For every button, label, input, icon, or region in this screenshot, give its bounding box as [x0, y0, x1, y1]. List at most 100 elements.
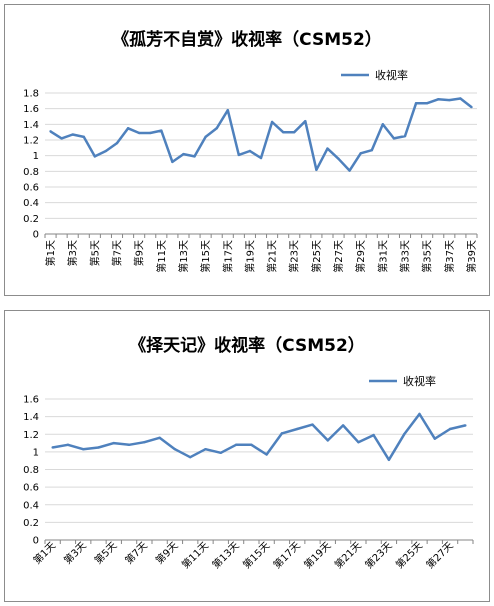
x-tick-label: 第21天: [332, 539, 364, 571]
data-point: [215, 127, 218, 130]
x-tick-label: 第29天: [354, 240, 367, 273]
data-point: [433, 437, 436, 440]
data-point: [315, 168, 318, 171]
y-tick-label: 0: [33, 536, 39, 547]
data-point: [204, 448, 207, 451]
data-point: [259, 156, 263, 160]
data-point: [403, 134, 407, 138]
x-tick-label: 第23天: [362, 539, 394, 571]
data-point: [459, 97, 462, 100]
data-point: [237, 153, 241, 157]
data-point: [280, 432, 284, 435]
data-point: [425, 101, 429, 105]
y-tick-label: 0.8: [23, 465, 39, 476]
data-point: [296, 427, 299, 431]
data-point: [143, 440, 146, 444]
x-tick-label: 第25天: [310, 240, 323, 273]
x-tick-label: 第17天: [270, 539, 302, 571]
y-tick-label: 1.2: [23, 430, 39, 441]
data-point: [448, 427, 452, 431]
y-tick-label: 1: [33, 447, 39, 458]
data-point: [182, 152, 185, 156]
data-point: [126, 127, 130, 130]
data-point: [437, 98, 440, 101]
data-point: [51, 446, 54, 449]
data-point: [470, 105, 473, 109]
data-point: [49, 130, 52, 133]
y-tick-label: 0.4: [23, 198, 39, 209]
x-tick-label: 第19天: [301, 539, 333, 571]
chart-panel-zetian: 《择天记》收视率（CSM52） 0 0.2 0.4 0.6 0.8 1 1.2 1.4 1.6 第…: [4, 310, 490, 602]
data-point: [250, 443, 253, 447]
data-point: [370, 148, 373, 152]
x-tick-label: 第9天: [153, 539, 181, 567]
data-point: [60, 137, 63, 140]
x-tick-label: 第17天: [221, 240, 234, 273]
x-tick-label: 第13天: [177, 240, 190, 273]
data-point: [281, 130, 285, 134]
y-tick-label: 1: [33, 151, 39, 162]
data-point: [381, 123, 385, 126]
data-point: [226, 109, 229, 112]
x-tick-label: 第33天: [399, 240, 412, 273]
x-tick-label: 第7天: [122, 539, 150, 567]
series-line: [52, 412, 466, 462]
x-tick-label: 第25天: [393, 539, 425, 571]
x-tick-label: 第5天: [88, 240, 101, 266]
data-point: [337, 157, 340, 160]
data-point: [112, 441, 115, 445]
y-tick-label: 0.8: [23, 167, 39, 178]
chart-title: 《择天记》收视率（CSM52）: [129, 336, 365, 356]
x-tick-label: 第15天: [240, 539, 272, 571]
x-tick-label: 第7天: [111, 240, 124, 266]
x-tick-label: 第39天: [465, 240, 478, 273]
data-point: [341, 424, 345, 427]
data-point: [104, 149, 108, 153]
legend-label: 收视率: [403, 374, 436, 388]
x-tick-label: 第13天: [209, 539, 241, 571]
x-tick-label: 第27天: [332, 240, 345, 273]
y-tick-label: 1.4: [23, 412, 39, 423]
y-tick-label: 1.6: [23, 104, 39, 115]
y-tick-label: 0.6: [23, 183, 39, 194]
data-point: [71, 133, 74, 136]
data-point: [189, 455, 192, 459]
y-tick-label: 0.4: [23, 500, 39, 511]
data-point: [171, 160, 174, 164]
data-point: [97, 446, 100, 449]
data-point: [357, 440, 360, 444]
data-point: [127, 443, 131, 447]
data-point: [193, 155, 196, 158]
x-tick-label: 第27天: [423, 539, 455, 571]
y-tick-label: 1.8: [23, 89, 39, 100]
data-point: [93, 155, 97, 158]
data-point: [326, 439, 329, 442]
data-point: [293, 130, 296, 134]
data-point: [66, 443, 70, 447]
x-tick-label: 第37天: [443, 240, 456, 273]
data-point: [448, 98, 451, 102]
y-tick-label: 0.2: [23, 214, 39, 225]
y-tick-label: 0.6: [23, 483, 39, 494]
data-point: [160, 129, 163, 132]
data-point: [248, 149, 252, 153]
data-point: [403, 433, 406, 436]
data-point: [270, 120, 274, 124]
x-tick-label: 第21天: [266, 240, 279, 273]
x-tick-label: 第15天: [199, 240, 212, 273]
data-point: [372, 433, 375, 437]
data-point: [82, 448, 85, 451]
data-point: [348, 169, 351, 172]
y-tick-label: 0.2: [23, 518, 39, 529]
x-tick-label: 第3天: [66, 240, 79, 266]
x-tick-label: 第9天: [133, 240, 146, 266]
legend-label: 收视率: [375, 68, 408, 82]
series-line: [49, 97, 473, 172]
data-point: [418, 412, 421, 416]
data-point: [392, 137, 396, 140]
chart-panel-gufang: 《孤芳不自赏》收视率（CSM52） 0 0.2 0.4 0.6 0.8 1 1.2 1.4 1.…: [4, 4, 490, 296]
x-tick-label: 第3天: [61, 539, 89, 567]
data-point: [219, 451, 222, 454]
data-point: [414, 101, 418, 105]
